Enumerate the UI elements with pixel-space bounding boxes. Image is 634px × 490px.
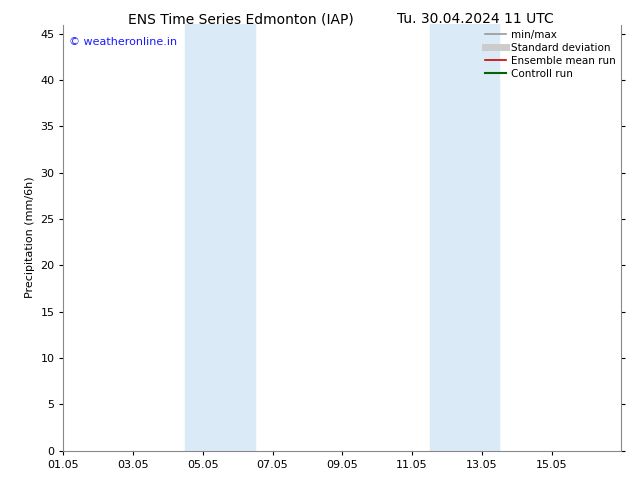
Text: © weatheronline.in: © weatheronline.in bbox=[69, 37, 177, 48]
Legend: min/max, Standard deviation, Ensemble mean run, Controll run: min/max, Standard deviation, Ensemble me… bbox=[485, 30, 616, 79]
Text: Tu. 30.04.2024 11 UTC: Tu. 30.04.2024 11 UTC bbox=[397, 12, 554, 26]
Bar bbox=[429, 24, 500, 451]
Bar bbox=[185, 24, 255, 451]
Text: ENS Time Series Edmonton (IAP): ENS Time Series Edmonton (IAP) bbox=[128, 12, 354, 26]
Y-axis label: Precipitation (mm/6h): Precipitation (mm/6h) bbox=[25, 177, 35, 298]
